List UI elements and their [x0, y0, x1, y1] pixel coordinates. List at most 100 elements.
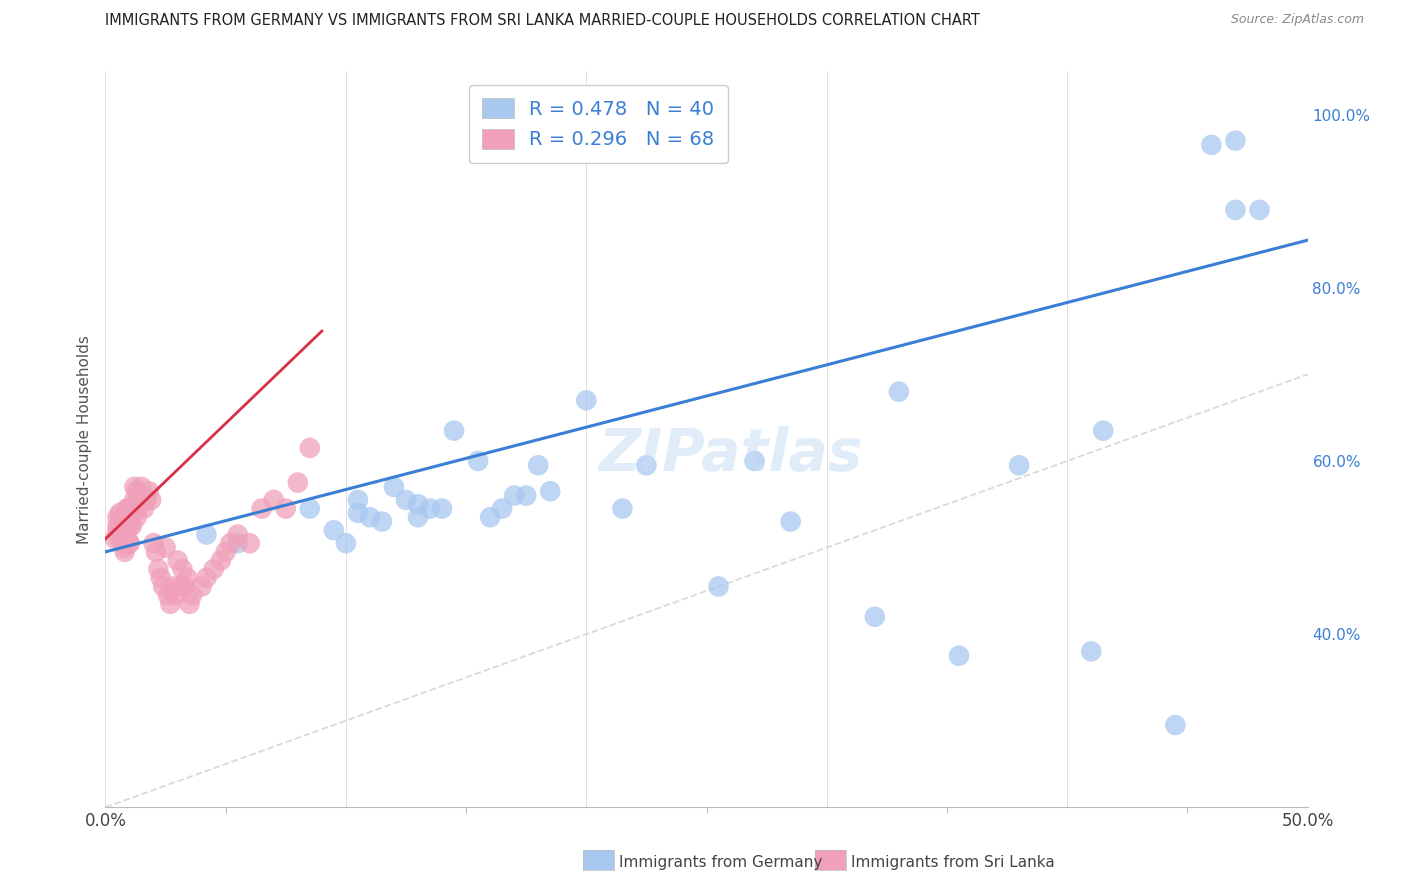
Point	[239, 536, 262, 550]
Y-axis label: Married-couple Households: Married-couple Households	[76, 334, 91, 544]
Point	[118, 536, 141, 550]
Point	[115, 510, 138, 524]
Point	[118, 519, 141, 533]
Point	[195, 527, 218, 541]
Point	[209, 553, 232, 567]
Point	[382, 480, 405, 494]
Point	[114, 536, 136, 550]
Point	[156, 588, 179, 602]
Point	[108, 506, 131, 520]
Point	[159, 597, 181, 611]
Point	[226, 527, 249, 541]
Point	[1225, 134, 1247, 148]
Point	[195, 571, 218, 585]
Point	[1008, 458, 1031, 473]
Point	[287, 475, 309, 490]
Point	[115, 501, 138, 516]
Point	[124, 492, 146, 507]
Point	[467, 454, 489, 468]
Point	[575, 393, 598, 408]
Point	[298, 501, 321, 516]
Point	[135, 492, 157, 507]
Point	[155, 541, 177, 555]
Point	[179, 597, 201, 611]
Point	[128, 492, 150, 507]
Point	[114, 545, 136, 559]
Point	[148, 562, 170, 576]
Point	[125, 484, 148, 499]
Point	[214, 545, 236, 559]
Point	[114, 532, 136, 546]
Point	[359, 510, 381, 524]
Point	[142, 536, 165, 550]
Point	[347, 492, 370, 507]
Point	[149, 571, 172, 585]
Point	[173, 580, 195, 594]
Point	[1225, 202, 1247, 217]
Point	[1092, 424, 1115, 438]
Point	[145, 545, 167, 559]
Point	[107, 510, 129, 524]
Point	[1201, 138, 1223, 153]
Point	[107, 523, 129, 537]
Point	[172, 562, 194, 576]
Point	[1249, 202, 1271, 217]
Point	[779, 515, 801, 529]
Point	[108, 532, 131, 546]
Point	[115, 501, 138, 516]
Point	[1080, 644, 1102, 658]
Point	[190, 580, 212, 594]
Point	[538, 484, 561, 499]
Point	[165, 588, 187, 602]
Text: ZIPatlas: ZIPatlas	[599, 425, 863, 483]
Point	[124, 480, 146, 494]
Legend: R = 0.478   N = 40, R = 0.296   N = 68: R = 0.478 N = 40, R = 0.296 N = 68	[468, 85, 728, 162]
Point	[152, 580, 174, 594]
Point	[131, 492, 153, 507]
Point	[479, 510, 502, 524]
Point	[166, 553, 188, 567]
Point	[527, 458, 550, 473]
Point	[887, 384, 910, 399]
Point	[108, 519, 131, 533]
Point	[125, 510, 148, 524]
Point	[115, 523, 138, 537]
Point	[406, 497, 429, 511]
Point	[419, 501, 441, 516]
Point	[162, 580, 184, 594]
Point	[612, 501, 634, 516]
Point	[111, 510, 134, 524]
Point	[371, 515, 394, 529]
Point	[515, 489, 537, 503]
Point	[335, 536, 357, 550]
Point	[114, 541, 136, 555]
Point	[250, 501, 273, 516]
Point	[125, 501, 148, 516]
Point	[121, 501, 143, 516]
Point	[121, 519, 143, 533]
Point	[948, 648, 970, 663]
Point	[263, 492, 285, 507]
Point	[107, 519, 129, 533]
Point	[395, 492, 418, 507]
Point	[202, 562, 225, 576]
Point	[111, 523, 134, 537]
Point	[1164, 718, 1187, 732]
Point	[226, 536, 249, 550]
Point	[219, 536, 242, 550]
Point	[636, 458, 658, 473]
Point	[104, 532, 127, 546]
Point	[430, 501, 453, 516]
Point	[322, 523, 344, 537]
Point	[274, 501, 297, 516]
Point	[744, 454, 766, 468]
Text: Immigrants from Germany: Immigrants from Germany	[619, 855, 823, 870]
Point	[503, 489, 526, 503]
Point	[443, 424, 465, 438]
Text: Immigrants from Sri Lanka: Immigrants from Sri Lanka	[851, 855, 1054, 870]
Text: IMMIGRANTS FROM GERMANY VS IMMIGRANTS FROM SRI LANKA MARRIED-COUPLE HOUSEHOLDS C: IMMIGRANTS FROM GERMANY VS IMMIGRANTS FR…	[105, 13, 980, 29]
Point	[132, 501, 155, 516]
Point	[863, 609, 886, 624]
Point	[176, 571, 198, 585]
Point	[138, 484, 160, 499]
